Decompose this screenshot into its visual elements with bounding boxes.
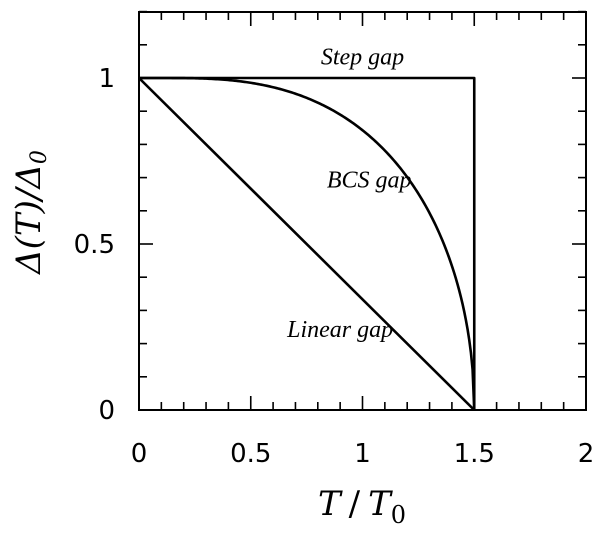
y-axis-title: Δ(T)/Δ0 xyxy=(9,150,52,276)
linear-gap-label: Linear gap xyxy=(286,317,393,343)
x-axis-title-main: T xyxy=(318,484,343,524)
x-tick-label: 0 xyxy=(131,439,148,469)
linear-gap-line xyxy=(138,77,476,411)
x-axis-title-sub: 0 xyxy=(391,501,406,529)
y-tick-label: 0.5 xyxy=(74,230,115,260)
plot-frame xyxy=(138,11,587,411)
x-tick-label: 2 xyxy=(578,439,595,469)
y-axis-title-sub: 0 xyxy=(27,150,52,164)
y-axis-title-text: Δ(T)/Δ xyxy=(9,164,49,276)
curves xyxy=(138,76,476,411)
y-tick-label: 0 xyxy=(98,396,115,426)
y-tick-labels: 00.51 xyxy=(74,64,115,426)
x-axis-title-sep: / xyxy=(349,484,361,524)
bcs-gap-label: BCS gap xyxy=(327,168,412,194)
x-axis-title-den: T xyxy=(368,484,393,524)
step-gap-line xyxy=(139,76,476,410)
x-tick-label: 1.5 xyxy=(454,439,495,469)
tick-marks xyxy=(138,10,587,411)
x-tick-label: 0.5 xyxy=(230,439,271,469)
step-gap-label: Step gap xyxy=(321,45,404,71)
x-tick-labels: 0 0.5 1 1.5 2 xyxy=(131,439,595,469)
x-axis-title: T / T0 xyxy=(318,484,406,529)
bcs-gap-curve xyxy=(139,76,476,411)
y-tick-label: 1 xyxy=(98,64,115,94)
x-tick-label: 1 xyxy=(354,439,371,469)
